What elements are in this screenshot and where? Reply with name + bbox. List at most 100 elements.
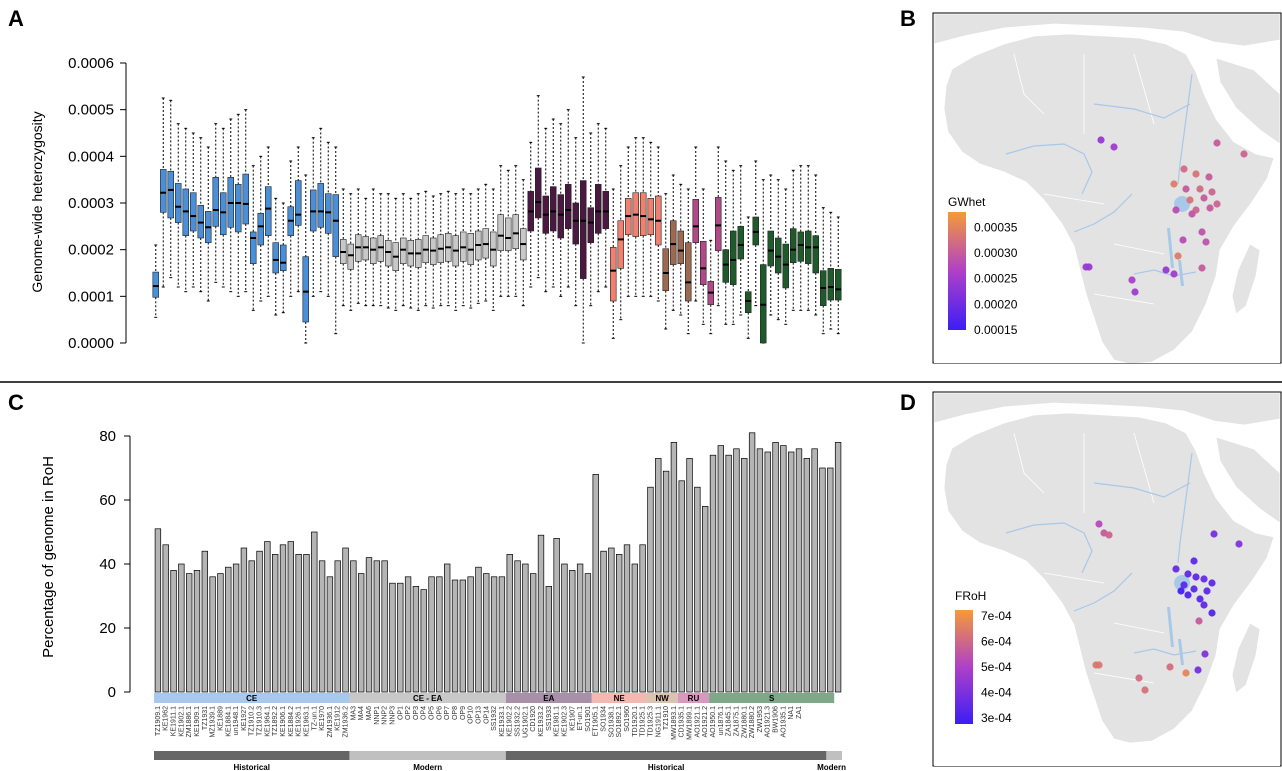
- box: [197, 137, 204, 293]
- bar: [217, 573, 224, 693]
- box-body: [775, 237, 782, 274]
- box: [265, 146, 272, 297]
- map-b-lake: [1178, 260, 1184, 286]
- gwhet-legend-colorbar: [948, 212, 966, 330]
- bar: [272, 554, 279, 693]
- map-b-river: [1177, 73, 1193, 185]
- map-b-sample-point: [1213, 200, 1221, 208]
- map-b-border: [1113, 243, 1165, 255]
- sample-label: AO1935.1: [780, 706, 787, 738]
- bar: [326, 576, 334, 693]
- box-body: [782, 243, 789, 289]
- bar: [193, 570, 201, 693]
- heterozygosity-boxplot: Genome-wide heterozygosity 0.00000.00010…: [29, 55, 842, 352]
- box-body: [242, 173, 249, 225]
- map-d-sample-point: [1210, 530, 1218, 538]
- box: [677, 183, 684, 316]
- box-body: [767, 230, 774, 267]
- map-b-sample-point: [1206, 204, 1214, 212]
- box: [437, 193, 444, 307]
- map-d-lake: [1178, 639, 1184, 665]
- map-d-sample-point: [1166, 663, 1174, 671]
- period-strip-segment: [349, 751, 506, 760]
- sample-label: OP10: [468, 706, 475, 724]
- bar: [209, 576, 216, 693]
- sample-label: NNP1: [374, 706, 381, 725]
- bar: [506, 554, 513, 693]
- region-strip-label: S: [769, 694, 775, 703]
- map-b-europe: [934, 14, 1280, 47]
- map-b-sample-point: [1170, 270, 1178, 278]
- sample-label: KE1884.2: [288, 706, 295, 737]
- bar: [358, 573, 365, 693]
- box: [625, 146, 632, 297]
- box-body: [160, 169, 167, 213]
- bar: [537, 534, 545, 693]
- map-d-river: [1073, 572, 1133, 612]
- box-body: [595, 184, 602, 234]
- map-b-sample-point: [1188, 210, 1196, 218]
- region-strip-segment: [349, 693, 506, 703]
- sample-label: SO1934: [601, 706, 608, 732]
- box: [617, 165, 624, 321]
- box: [385, 193, 392, 309]
- sample-label: NA1: [788, 706, 795, 720]
- box: [272, 197, 279, 316]
- bar: [295, 554, 302, 693]
- sample-label: SS1933: [546, 706, 553, 731]
- period-strip-label: Modern: [413, 763, 442, 771]
- bar: [717, 445, 724, 693]
- barchart-y-axis: 0 20 40 60 80: [99, 428, 131, 701]
- box: [460, 188, 467, 307]
- sample-label: OP4: [421, 706, 428, 720]
- map-b-river: [1093, 103, 1191, 119]
- froh-legend-tick-label: 4e-04: [981, 686, 1012, 700]
- map-d-arabia: [1215, 436, 1280, 524]
- region-strip-label: NW: [656, 694, 670, 703]
- bar: [553, 538, 560, 693]
- box-body: [347, 243, 354, 270]
- region-strip-label: EA: [543, 694, 554, 703]
- sample-label: OP5: [429, 706, 436, 720]
- box: [572, 137, 579, 307]
- map-d-africa: [943, 412, 1275, 744]
- bar: [834, 442, 842, 693]
- froh-legend-tick-label: 5e-04: [981, 660, 1012, 674]
- sample-label: TZ1892.2: [272, 706, 279, 736]
- box: [407, 197, 414, 309]
- roh-barchart: Percentage of genome in RoH 0 20 40 60 80 CE…: [40, 428, 846, 771]
- box: [557, 123, 564, 297]
- map-d-sample-point: [1182, 669, 1190, 677]
- gwhet-legend-tick-label: 0.00030: [974, 246, 1018, 260]
- box-body: [167, 170, 174, 219]
- map-b-sample-point: [1208, 188, 1216, 196]
- bar: [342, 547, 349, 693]
- bar: [428, 576, 435, 693]
- bar: [748, 432, 756, 693]
- box: [430, 195, 437, 309]
- sample-label: KE1964.1: [264, 706, 271, 737]
- gwhet-legend-tick-label: 0.00020: [974, 297, 1018, 311]
- box-body: [722, 249, 729, 283]
- box: [235, 113, 242, 297]
- box: [280, 202, 287, 314]
- map-d-sample-point: [1190, 557, 1198, 565]
- map-d-sample-point: [1180, 581, 1188, 589]
- sample-label: OP8: [452, 706, 459, 720]
- region-strip-segment: [154, 693, 350, 703]
- box: [467, 193, 474, 309]
- map-b-sample-point: [1097, 136, 1105, 144]
- region-strip-segment: [505, 693, 592, 703]
- map-b-border: [1093, 293, 1155, 305]
- sample-label: TZ-un.1: [311, 706, 318, 731]
- bar: [279, 544, 287, 693]
- box: [505, 169, 512, 297]
- boxplot-y-tick-label: 0.0005: [68, 102, 114, 119]
- map-d-sample-point: [1190, 585, 1198, 593]
- box: [332, 146, 339, 335]
- box-body: [152, 271, 159, 298]
- box-body: [220, 192, 227, 236]
- bar: [569, 570, 576, 693]
- sample-label: ZA1845.1: [726, 706, 733, 736]
